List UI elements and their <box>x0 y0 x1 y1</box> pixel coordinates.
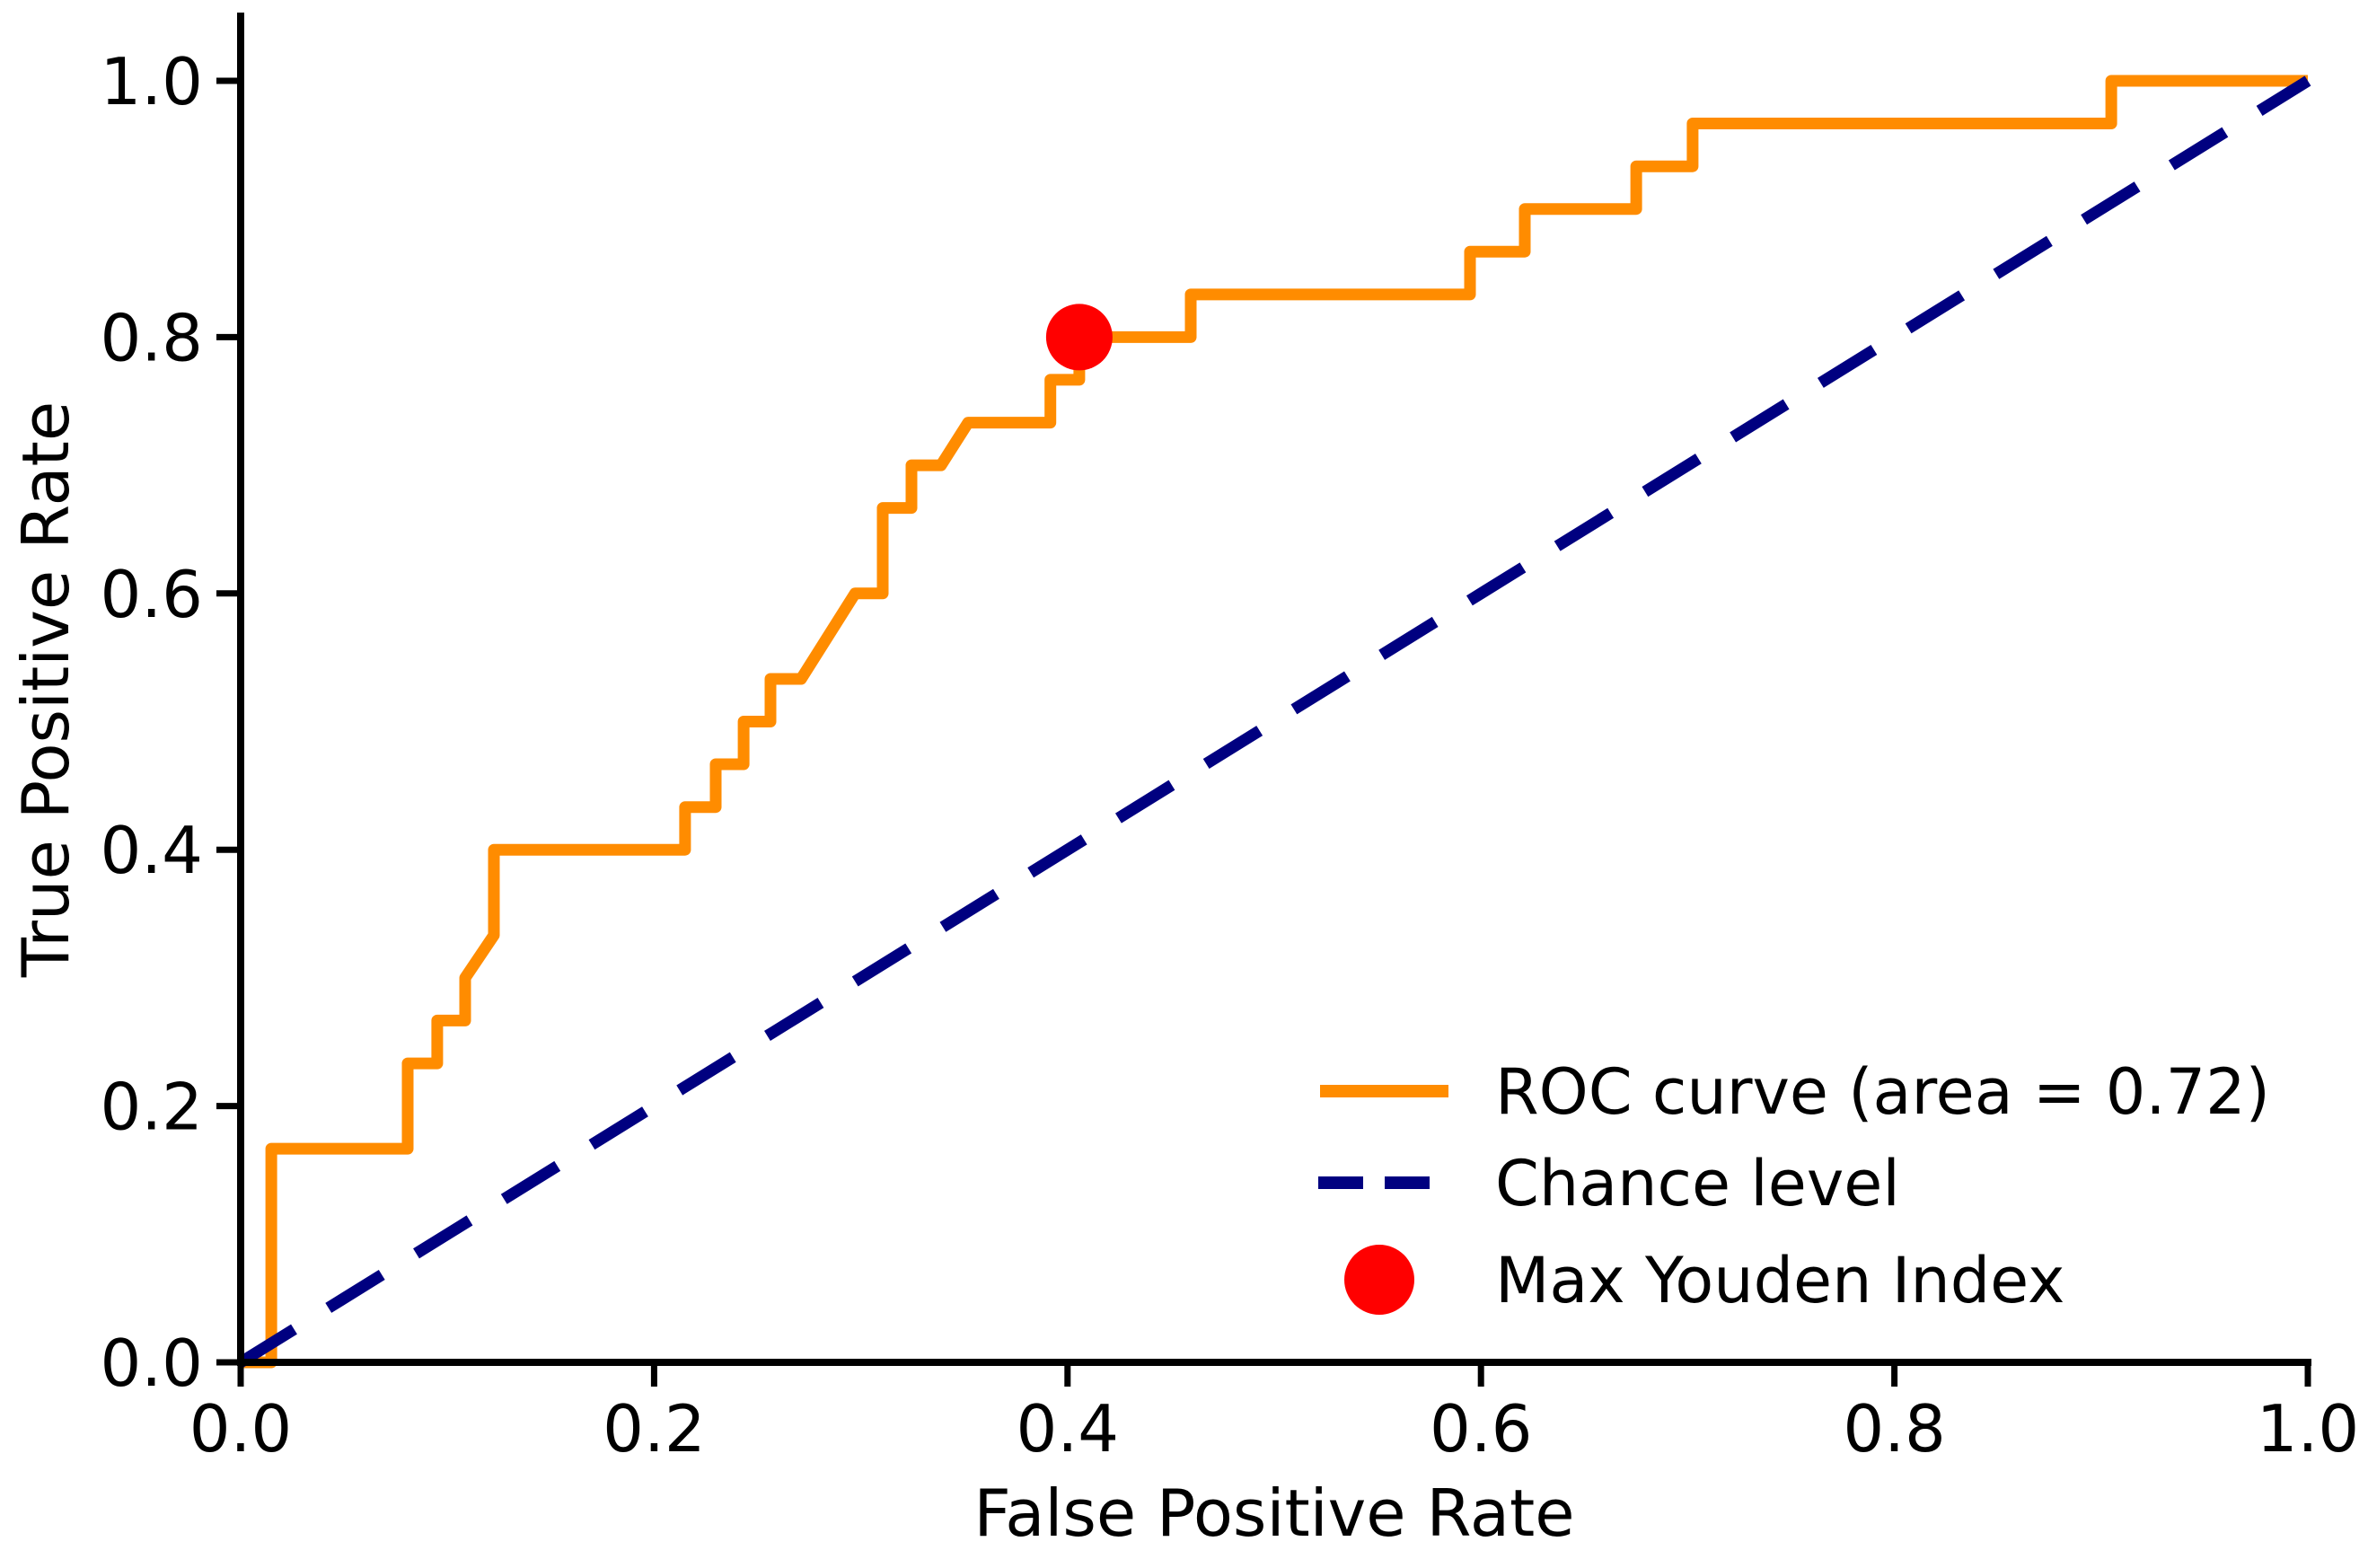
roc-curve-line <box>241 75 2308 1369</box>
legend: ROC curve (area = 0.72) Chance level Max Y… <box>1318 1055 2270 1317</box>
axis-spines <box>237 13 2311 1366</box>
x-tick-label: 0.6 <box>1430 1391 1533 1467</box>
max-youden-legend-marker <box>1344 1245 1414 1315</box>
y-tick-label: 0.6 <box>100 557 203 632</box>
legend-item-label: Chance level <box>1495 1147 1900 1220</box>
x-tick-label: 0.2 <box>603 1391 706 1467</box>
x-tick-label: 0.4 <box>1017 1391 1120 1467</box>
max-youden-marker <box>1045 304 1113 371</box>
y-tick-label: 0.8 <box>100 300 203 375</box>
chance-level-line <box>237 75 2311 1368</box>
axes-layer: 0.0 0.2 0.4 0.6 0.8 1.0 0.0 0.2 0.4 0.6 0.8 1.0 Fals… <box>8 13 2360 1551</box>
y-tick-label: 1.0 <box>100 44 203 119</box>
marker-layer <box>1045 304 1113 371</box>
y-tick-label: 0.2 <box>100 1070 203 1145</box>
x-tick-label: 0.8 <box>1843 1391 1946 1467</box>
plot-series-layer <box>237 75 2311 1369</box>
y-axis-title: True Positive Rate <box>8 401 84 978</box>
x-axis-title: False Positive Rate <box>973 1476 1574 1551</box>
legend-item-label: Max Youden Index <box>1495 1244 2064 1317</box>
legend-item-label: ROC curve (area = 0.72) <box>1495 1055 2270 1129</box>
y-tick-label: 0.4 <box>100 813 203 888</box>
x-tick-label: 0.0 <box>189 1391 293 1467</box>
x-tick-label: 1.0 <box>2257 1391 2360 1467</box>
y-tick-label: 0.0 <box>100 1326 203 1401</box>
